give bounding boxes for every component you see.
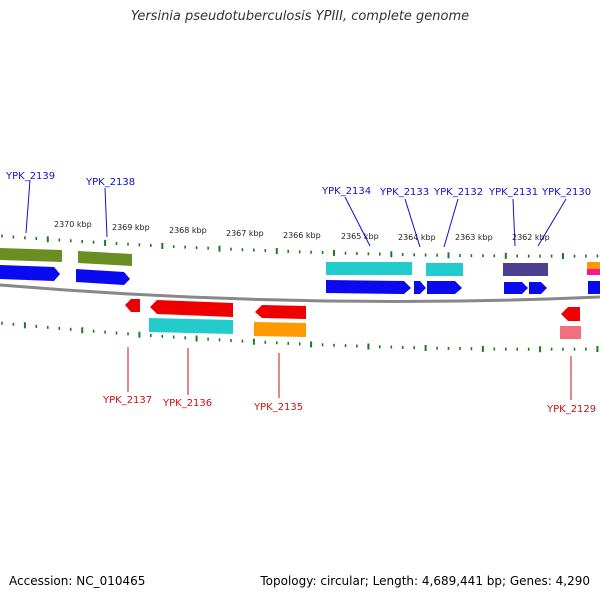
lower-leader-lines — [127, 347, 572, 400]
reverse-strand-features — [149, 318, 581, 339]
gene-feature-orange-2135[interactable] — [254, 322, 306, 337]
upper-scale-ticks — [1, 234, 599, 260]
gene-arrow-red-2136[interactable] — [150, 300, 233, 317]
gene-label-ypk-2134[interactable]: YPK_2134 — [321, 186, 371, 197]
upper-gene-labels: YPK_2139 YPK_2138 YPK_2134 YPK_2133 YPK_… — [5, 171, 591, 198]
gene-feature-cyan-2136[interactable] — [149, 318, 233, 334]
scale-label-2369: 2369 kbp — [112, 223, 150, 232]
map-title: Yersinia pseudotuberculosis YPIII, compl… — [130, 9, 470, 24]
gene-feature-orange-edge[interactable] — [587, 262, 600, 269]
reverse-strand-arrows — [125, 299, 580, 321]
forward-strand-arrows — [0, 265, 600, 294]
gene-feature-olive-2[interactable] — [78, 251, 132, 266]
gene-feature-cyan-2134[interactable] — [326, 262, 412, 275]
gene-arrow-blue-2133[interactable] — [414, 281, 426, 294]
scale-label-2366: 2366 kbp — [283, 231, 321, 240]
gene-label-ypk-2130[interactable]: YPK_2130 — [541, 187, 591, 198]
lower-gene-labels: YPK_2137 YPK_2136 YPK_2135 YPK_2129 — [102, 395, 596, 415]
gene-arrow-blue-2130[interactable] — [529, 282, 547, 294]
scale-label-2368: 2368 kbp — [169, 226, 207, 235]
gene-feature-cyan-2132[interactable] — [426, 263, 463, 276]
gene-label-ypk-2135[interactable]: YPK_2135 — [253, 402, 303, 413]
gene-arrow-blue-1[interactable] — [0, 265, 60, 281]
gene-arrow-red-2137[interactable] — [125, 299, 140, 312]
gene-arrow-blue-2138[interactable] — [76, 269, 130, 285]
gene-arrow-blue-2131[interactable] — [504, 282, 528, 294]
gene-feature-magenta-edge[interactable] — [587, 269, 600, 275]
gene-arrow-blue-2132[interactable] — [427, 281, 462, 294]
topology-text: Topology: circular; Length: 4,689,441 bp… — [260, 574, 590, 588]
scale-label-2370: 2370 kbp — [54, 220, 92, 229]
forward-strand-features — [0, 248, 600, 276]
gene-arrow-blue-2134[interactable] — [326, 280, 411, 294]
scale-label-2365: 2365 kbp — [341, 232, 379, 241]
gene-label-ypk-2136[interactable]: YPK_2136 — [162, 398, 212, 409]
gene-feature-slate-2131[interactable] — [503, 263, 548, 276]
gene-label-ypk-2133[interactable]: YPK_2133 — [379, 187, 429, 198]
gene-label-ypk-2131[interactable]: YPK_2131 — [488, 187, 538, 198]
gene-label-ypk-2139[interactable]: YPK_2139 — [5, 171, 55, 182]
genome-backbone — [0, 283, 600, 303]
gene-label-ypk-2132[interactable]: YPK_2132 — [433, 187, 483, 198]
lower-scale-ticks — [1, 321, 599, 353]
gene-label-ypk-2137[interactable]: YPK_2137 — [102, 395, 152, 406]
gene-feature-pink-2129[interactable] — [560, 326, 581, 339]
scale-label-2362: 2362 kbp — [512, 233, 550, 242]
gene-arrow-blue-edge[interactable] — [588, 281, 600, 294]
accession-text: Accession: NC_010465 — [9, 574, 146, 588]
scale-label-2367: 2367 kbp — [226, 229, 264, 238]
gene-feature-olive-1[interactable] — [0, 248, 62, 262]
scale-labels: 2370 kbp 2369 kbp 2368 kbp 2367 kbp 2366… — [54, 220, 550, 242]
scale-label-2363: 2363 kbp — [455, 233, 493, 242]
gene-label-ypk-2138[interactable]: YPK_2138 — [85, 177, 135, 188]
gene-label-ypk-2129[interactable]: YPK_2129 — [546, 404, 596, 415]
gene-arrow-red-2135[interactable] — [255, 305, 306, 319]
gene-arrow-red-2129[interactable] — [561, 307, 580, 321]
upper-leader-lines — [25, 179, 567, 248]
